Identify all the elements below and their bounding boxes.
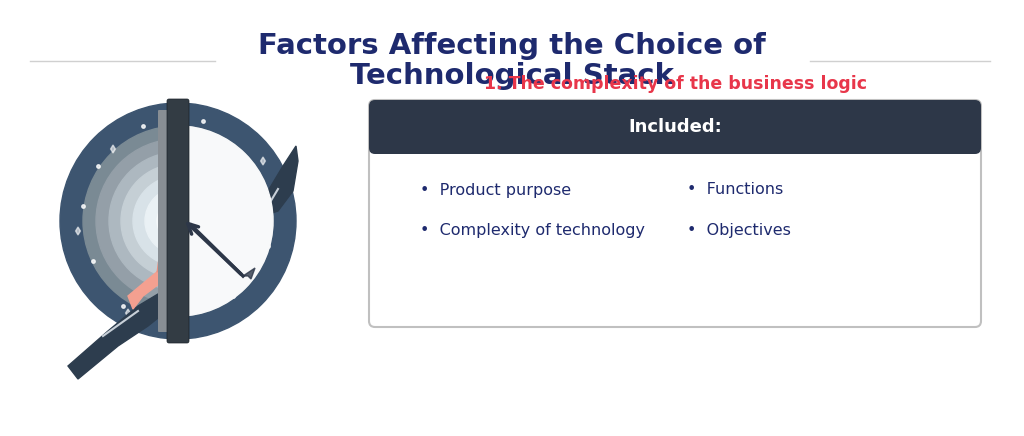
Bar — [377, 127, 973, 148]
Text: •  Product purpose: • Product purpose — [420, 183, 571, 198]
Circle shape — [145, 188, 211, 254]
Polygon shape — [206, 161, 260, 206]
Circle shape — [96, 139, 260, 303]
Circle shape — [83, 126, 273, 316]
Wedge shape — [178, 126, 273, 316]
Polygon shape — [111, 145, 116, 153]
FancyBboxPatch shape — [369, 100, 981, 154]
Polygon shape — [248, 272, 252, 280]
Polygon shape — [243, 268, 255, 279]
Polygon shape — [76, 227, 81, 235]
Polygon shape — [260, 157, 265, 165]
FancyBboxPatch shape — [158, 110, 172, 332]
Wedge shape — [178, 139, 260, 303]
Text: 1. The complexity of the business logic: 1. The complexity of the business logic — [483, 75, 866, 93]
FancyBboxPatch shape — [167, 99, 189, 343]
Circle shape — [168, 211, 188, 231]
Wedge shape — [178, 200, 199, 242]
Circle shape — [60, 103, 296, 339]
Text: •  Complexity of technology: • Complexity of technology — [420, 222, 645, 238]
Polygon shape — [128, 266, 203, 309]
Text: Technological Stack: Technological Stack — [350, 62, 674, 90]
Text: •  Functions: • Functions — [687, 183, 783, 198]
Circle shape — [121, 164, 234, 278]
Circle shape — [157, 200, 199, 242]
Wedge shape — [178, 176, 223, 266]
Wedge shape — [178, 164, 234, 278]
Wedge shape — [178, 188, 211, 254]
Text: Factors Affecting the Choice of: Factors Affecting the Choice of — [258, 32, 766, 60]
Polygon shape — [126, 309, 130, 317]
Circle shape — [109, 152, 247, 290]
Circle shape — [133, 176, 223, 266]
FancyBboxPatch shape — [369, 100, 981, 327]
Wedge shape — [178, 152, 247, 290]
Text: •  Objectives: • Objectives — [687, 222, 791, 238]
Polygon shape — [68, 291, 173, 379]
Text: Included:: Included: — [628, 118, 722, 136]
Wedge shape — [178, 211, 188, 231]
Polygon shape — [256, 146, 298, 216]
